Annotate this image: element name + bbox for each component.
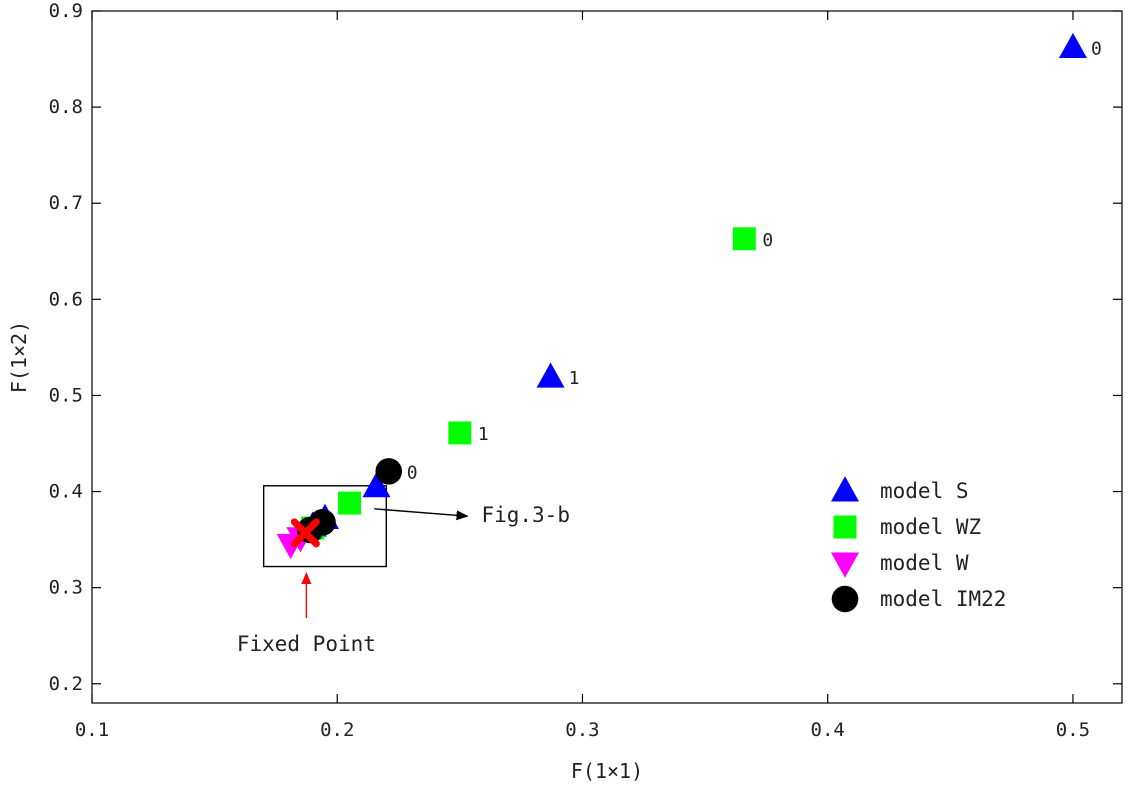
x-tick-label-3: 0.4 [811,719,845,741]
legend-marker-2 [831,552,859,578]
legend-label-1: model WZ [880,515,981,539]
legend-label-0: model S [880,479,969,503]
axis-tick-labels: 0.1 0.2 0.3 0.4 0.5 0.2 0.3 0.4 0.5 0.6 0.7 0.8 0.9 [49,0,1090,741]
y-tick-label-3: 0.5 [49,384,83,406]
zoom-box [262,485,387,568]
y-tick-label-1: 0.3 [49,577,83,599]
point-label-1-1: 1 [478,424,489,445]
legend-marker-1 [833,515,857,539]
point-model-s-2 [362,472,391,498]
y-tick-label-7: 0.9 [49,0,83,22]
x-tick-label-2: 0.3 [565,719,599,741]
y-tick-label-6: 0.8 [49,96,83,118]
point-model-wz-2 [338,491,361,515]
point-model-s-1 [536,362,565,388]
axis-ticks [91,10,1122,703]
point-model-s-0 [1058,32,1087,59]
point-model-im22-0 [375,458,403,485]
annotations: Fig.3-b Fixed Point [237,485,570,656]
x-axis-title: F(1×1) [571,759,643,783]
point-label-0-0: 0 [1091,39,1102,60]
fixed-point-label: Fixed Point [237,632,376,656]
point-label-1-0: 0 [762,230,773,251]
point-model-wz-0 [732,227,756,251]
point-model-wz-1 [448,421,472,445]
y-tick-label-4: 0.6 [49,288,83,310]
legend-label-3: model IM22 [880,587,1006,611]
point-label-0-1: 1 [569,368,580,389]
x-tick-label-0: 0.1 [75,719,109,741]
fixed-point-cross-b [290,518,320,548]
y-tick-label-2: 0.4 [49,481,83,503]
legend-marker-0 [831,476,859,502]
legend: model S model WZ model W model IM22 [831,476,1006,613]
x-tick-label-4: 0.5 [1056,719,1090,741]
data-markers: 0 1 0 1 0 [276,32,1102,560]
zoom-label: Fig.3-b [481,503,570,527]
y-axis-title: F(1×2) [7,321,31,393]
zoom-arrow [374,508,469,521]
y-tick-label-5: 0.7 [49,192,83,214]
legend-marker-3 [831,585,859,613]
y-tick-label-0: 0.2 [49,673,83,695]
x-tick-label-1: 0.2 [320,719,354,741]
plot-frame [91,10,1123,704]
point-label-3-0: 0 [407,462,418,483]
fixed-point-arrowhead [301,572,312,584]
legend-label-2: model W [880,551,969,575]
